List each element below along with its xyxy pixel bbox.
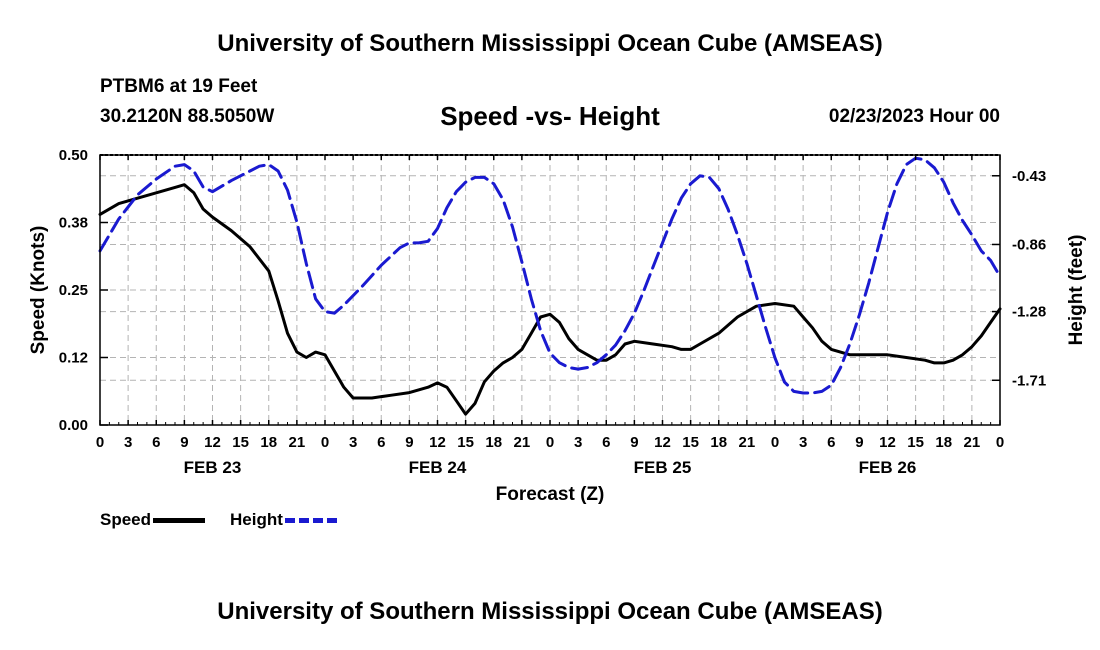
x-tick-label: 6 [152,434,160,451]
y2-tick-label: -0.86 [1012,236,1046,253]
x-date-label: FEB 26 [859,458,917,477]
x-tick-label: 0 [96,434,104,451]
station-coordinates: 30.2120N 88.5050W [100,106,275,127]
x-tick-label: 0 [996,434,1004,451]
chart-title: Speed -vs- Height [440,101,660,131]
x-tick-label: 0 [546,434,554,451]
y-tick-label: 0.25 [59,282,88,299]
x-tick-label: 18 [935,434,952,451]
x-tick-label: 15 [232,434,249,451]
x-tick-label: 6 [602,434,610,451]
x-tick-label: 15 [682,434,699,451]
y-tick-label: 0.50 [59,147,88,164]
legend-height: Height [230,510,337,530]
x-tick-label: 9 [630,434,638,451]
x-tick-label: 18 [485,434,502,451]
x-tick-label: 3 [574,434,582,451]
footer-title: University of Southern Mississippi Ocean… [217,598,883,625]
x-tick-label: 12 [204,434,221,451]
x-tick-label: 9 [855,434,863,451]
y2-axis-title: Height (feet) [1066,235,1087,346]
x-tick-label: 3 [349,434,357,451]
y2-tick-label: -0.43 [1012,168,1046,185]
x-tick-label: 9 [180,434,188,451]
x-tick-label: 18 [260,434,277,451]
legend-height-swatch [284,517,337,523]
chart-axes [99,154,1001,426]
chart-series [98,156,1002,416]
x-tick-label: 3 [799,434,807,451]
x-tick-label: 9 [405,434,413,451]
x-tick-label: 21 [289,434,306,451]
x-date-label: FEB 25 [634,458,692,477]
x-tick-label: 21 [739,434,756,451]
x-tick-label: 21 [514,434,531,451]
x-tick-label: 15 [907,434,924,451]
x-tick-label: 18 [710,434,727,451]
page-title: University of Southern Mississippi Ocean… [217,30,883,57]
chart-grid [100,155,1000,425]
chart-labels: 0 3 6 9 12 15 18 21 0 3 6 9 12 15 18 21 0 3 6 9 12 15 18 21 0 3 6 9… [28,147,1087,505]
station-label: PTBM6 at 19 Feet [100,76,258,97]
y2-tick-label: -1.71 [1012,372,1046,389]
x-axis-title: Forecast (Z) [496,484,605,505]
legend-speed-label: Speed [100,510,152,529]
legend-speed: Speed [100,510,206,530]
x-tick-label: 6 [827,434,835,451]
x-date-label: FEB 23 [184,458,242,477]
x-tick-label: 12 [654,434,671,451]
x-tick-label: 3 [124,434,132,451]
x-tick-label: 0 [771,434,779,451]
forecast-run-time: 02/23/2023 Hour 00 [828,106,1000,127]
x-tick-label: 0 [321,434,329,451]
y-tick-label: 0.38 [59,215,88,232]
y-axis-title: Speed (Knots) [28,226,49,355]
x-tick-label: 12 [429,434,446,451]
x-tick-label: 12 [879,434,896,451]
y2-tick-label: -1.28 [1012,304,1046,321]
x-date-label: FEB 24 [409,458,467,477]
legend-height-label: Height [230,510,283,529]
x-tick-label: 15 [457,434,474,451]
legend-speed-swatch [153,517,206,523]
x-tick-label: 21 [964,434,981,451]
y-tick-label: 0.12 [59,350,88,367]
x-tick-label: 6 [377,434,385,451]
height-series-line [98,156,1002,395]
y-tick-label: 0.00 [59,417,88,434]
